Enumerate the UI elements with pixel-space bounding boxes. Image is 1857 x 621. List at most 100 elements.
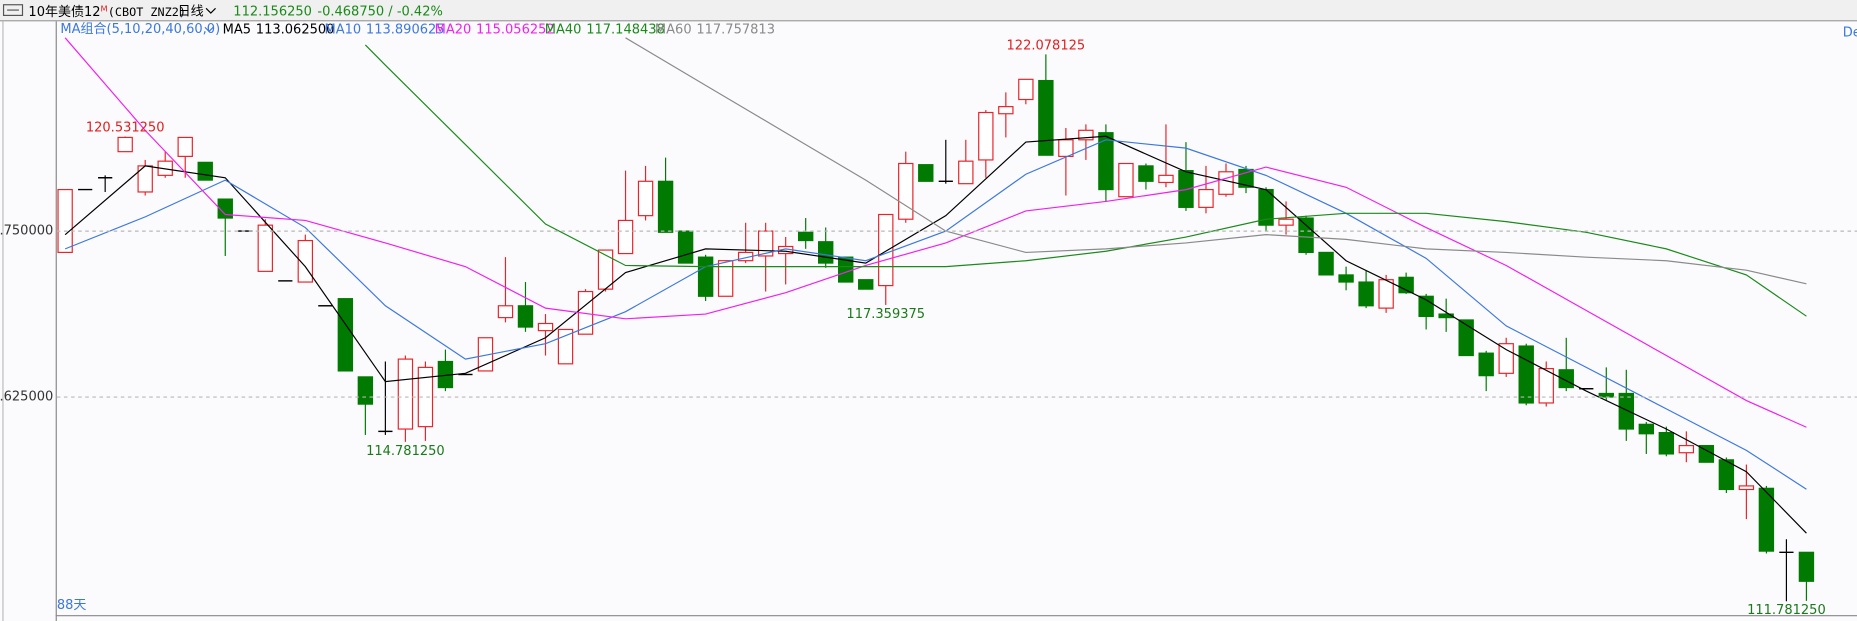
symbol-icon: [2, 4, 24, 16]
candle-body: [57, 188, 73, 253]
candle-body: [797, 231, 814, 242]
ma-group[interactable]: MA组合(5,10,20,40,60,0): [60, 22, 220, 37]
legend-item: MA40 117.148438: [545, 22, 665, 37]
legend-name: MA5: [223, 22, 251, 37]
candle-body: [978, 111, 994, 161]
candle-body: [1198, 188, 1214, 208]
candle-body: [357, 376, 374, 405]
candle-body: [1118, 162, 1134, 198]
candle-body: [1458, 319, 1474, 357]
candle-body: [818, 241, 834, 264]
candle-body: [1418, 295, 1434, 317]
legend-value: 113.890625: [366, 22, 445, 37]
candle-body: [1218, 171, 1234, 195]
candle-body: [1678, 445, 1695, 454]
legend-item: MA5 113.062500: [223, 22, 335, 37]
candle-body: [1318, 251, 1334, 276]
candle-body: [1278, 218, 1294, 226]
ma-line: [364, 44, 1807, 317]
ma-line: [64, 135, 1807, 534]
price: 112.156250: [233, 4, 312, 19]
legend-item: MA10 113.890625: [325, 22, 445, 37]
candle-body: [1358, 281, 1374, 307]
legend-item: MA20 115.056252: [435, 22, 555, 37]
candle-body: [1378, 279, 1394, 309]
candle-body: [1758, 487, 1775, 552]
extreme-label: 117.359375: [846, 307, 925, 322]
legend-value: 117.148438: [586, 22, 665, 37]
plot: [57, 37, 1815, 602]
candle-body: [497, 305, 514, 319]
candle-body: [858, 279, 874, 290]
candle-body: [397, 358, 414, 430]
candle-body: [1738, 485, 1755, 491]
bars-label: 88天: [57, 598, 87, 613]
candle-body: [1518, 345, 1534, 404]
candle-body: [1638, 423, 1655, 435]
candle-body: [1178, 170, 1194, 208]
candle-body: [1078, 129, 1094, 141]
symbol: 10年美债12M(CBOT ZNZ2): [28, 3, 186, 20]
candle-body: [197, 161, 213, 181]
ma-line: [64, 37, 1807, 428]
candle-body: [1058, 139, 1074, 157]
candle-body: [717, 260, 734, 297]
change: -0.468750 / -0.42%: [317, 4, 442, 19]
y-tick-label: 118.750000: [0, 224, 53, 239]
candle-body: [998, 106, 1014, 115]
candle-body: [1338, 274, 1354, 283]
candle-body: [597, 249, 614, 290]
candle-body: [1798, 551, 1815, 582]
period[interactable]: 日线: [178, 4, 204, 19]
candle-body: [217, 198, 233, 219]
candle-body: [657, 180, 674, 233]
ma-group-chevron[interactable]: [204, 26, 214, 33]
candle-body: [878, 213, 894, 287]
legend-name: MA40: [545, 22, 582, 37]
candle-body: [1438, 313, 1454, 319]
candle-body: [918, 164, 934, 182]
candle-body: [537, 322, 554, 332]
legend-value: 117.757813: [696, 22, 775, 37]
candle-body: [637, 180, 654, 217]
candle-body: [417, 366, 434, 428]
candle-body: [1658, 432, 1675, 455]
symbol-name: 10年美债12: [28, 4, 100, 19]
candle-body: [337, 298, 354, 372]
candle-body: [117, 136, 133, 153]
legend-value: 113.062500: [256, 22, 335, 37]
candle-body: [697, 256, 714, 297]
candle-body: [177, 136, 193, 157]
candle-body: [1718, 459, 1735, 491]
right-label: De: [1843, 26, 1857, 41]
candle-body: [1618, 392, 1634, 430]
candle-body: [757, 230, 774, 257]
legend-name: MA20: [435, 22, 472, 37]
period-chevron[interactable]: [205, 7, 216, 14]
extreme-label: 114.781250: [366, 444, 445, 459]
extreme-label: 120.531250: [86, 121, 165, 136]
candle-body: [1038, 79, 1054, 156]
ma-line: [625, 37, 1807, 285]
candle-body: [898, 162, 914, 220]
candle-body: [617, 219, 634, 255]
extreme-label: 122.078125: [1007, 39, 1086, 54]
candle-body: [1158, 174, 1174, 184]
candle-body: [1138, 165, 1154, 182]
candle-body: [517, 305, 534, 328]
candle-body: [1098, 132, 1114, 191]
candle-body: [958, 160, 974, 185]
candle-body: [1018, 78, 1034, 101]
candle-body: [1478, 352, 1494, 377]
symbol-code: (CBOT ZNZ2): [108, 4, 186, 18]
candle-body: [677, 230, 694, 264]
y-tick-label: 115.625000: [0, 390, 53, 405]
legend-item: MA60 117.757813: [655, 22, 775, 37]
symbol-mark: M: [101, 3, 108, 13]
candle-body: [1298, 217, 1314, 253]
candle-body: [1498, 343, 1514, 374]
legend-name: MA60: [655, 22, 692, 37]
